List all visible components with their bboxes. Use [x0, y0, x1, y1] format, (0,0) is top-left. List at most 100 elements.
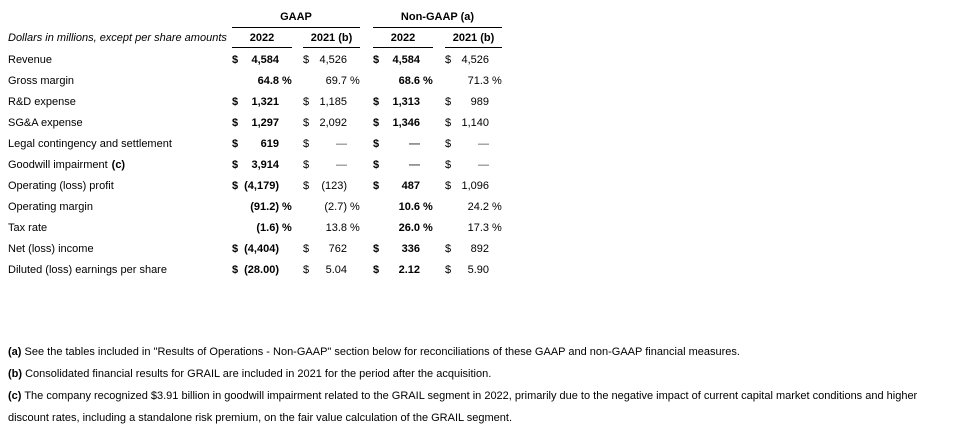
value-cell-nongaap-2021: 17.3% [445, 218, 502, 239]
amount: 4,526 [319, 54, 347, 66]
currency-symbol: $ [445, 54, 452, 66]
table-row: Net (loss) income $ (4,404) $762 $336 $89… [8, 239, 502, 260]
amount: 4,584 [392, 54, 420, 66]
amount: 4,584 [251, 54, 279, 66]
footnote-c: (c) The company recognized $3.91 billion… [8, 385, 943, 407]
column-gap [292, 113, 303, 134]
row-label-text: R&D expense [8, 96, 76, 108]
percent-sign [279, 92, 292, 113]
value-cell-nongaap-2022: 26.0% [373, 218, 433, 239]
column-gap [360, 239, 373, 260]
value-cell-gaap-2022: (1.6)% [232, 218, 292, 239]
percent-sign [279, 113, 292, 134]
footnote-b: (b) Consolidated financial results for G… [8, 363, 943, 385]
currency-symbol: $ [373, 54, 380, 66]
row-label: Diluted (loss) earnings per share [8, 260, 232, 281]
column-gap [433, 176, 445, 197]
column-gap [360, 260, 373, 281]
percent-sign [489, 176, 502, 197]
amount: 619 [260, 138, 279, 150]
column-gap [360, 197, 373, 218]
percent-sign [420, 50, 433, 71]
amount: 1,321 [251, 96, 279, 108]
value-cell-nongaap-2022: $1,346 [373, 113, 433, 134]
percent-sign [347, 260, 360, 281]
column-gap [292, 134, 303, 155]
table-row: R&D expense $1,321 $1,185 $1,313 $989 [8, 92, 502, 113]
column-gap [433, 260, 445, 281]
value-cell-nongaap-2022: 10.6% [373, 197, 433, 218]
currency-symbol: $ [373, 243, 380, 255]
amount: 4,526 [461, 54, 489, 66]
column-gap [433, 113, 445, 134]
group-header-row: GAAP Non-GAAP (a) [8, 10, 502, 28]
col-header-nongaap-2022: 2022 [373, 31, 433, 48]
percent-sign [347, 113, 360, 134]
amount: 487 [401, 180, 420, 192]
currency-symbol: $ [445, 264, 452, 276]
row-label-text: Diluted (loss) earnings per share [8, 264, 167, 276]
percent-sign [420, 113, 433, 134]
currency-symbol: $ [232, 138, 239, 150]
value-cell-gaap-2021: $4,526 [303, 50, 360, 71]
value-cell-gaap-2021: $ (123) [303, 176, 360, 197]
table-row: Gross margin 64.8% 69.7% 68.6% 71.3% [8, 71, 502, 92]
value-cell-nongaap-2022: 68.6% [373, 71, 433, 92]
value-cell-gaap-2021: $2,092 [303, 113, 360, 134]
value-cell-nongaap-2022: $336 [373, 239, 433, 260]
amount: 24.2 [467, 201, 489, 213]
col-header-gaap-2022: 2022 [232, 31, 292, 48]
value-cell-gaap-2021: $1,185 [303, 92, 360, 113]
value-cell-gaap-2022: $ (4,179) [232, 176, 292, 197]
amount: 762 [328, 243, 347, 255]
currency-symbol: $ [232, 54, 239, 66]
row-label: Tax rate [8, 218, 232, 239]
column-gap [360, 134, 373, 155]
value-cell-gaap-2022: $1,321 [232, 92, 292, 113]
amount: — [336, 159, 347, 171]
value-cell-gaap-2022: $ (28.00) [232, 260, 292, 281]
footnote-c-text-line1: The company recognized $3.91 billion in … [24, 390, 918, 402]
value-cell-nongaap-2022: $2.12 [373, 260, 433, 281]
currency-symbol: $ [232, 117, 239, 129]
footnote-a-text: See the tables included in "Results of O… [24, 346, 740, 358]
footnote-c-marker: (c) [8, 390, 22, 402]
percent-sign [279, 260, 292, 281]
value-cell-nongaap-2021: $5.90 [445, 260, 502, 281]
percent-sign [489, 50, 502, 71]
column-gap [433, 218, 445, 239]
value-cell-nongaap-2021: 24.2% [445, 197, 502, 218]
amount: (4,179) [244, 180, 279, 192]
value-cell-gaap-2021: $762 [303, 239, 360, 260]
currency-symbol: $ [373, 264, 380, 276]
amount: (91.2) [250, 201, 279, 213]
currency-symbol: $ [303, 54, 310, 66]
footnote-c-text-line2: discount rates, including a standalone r… [8, 412, 513, 424]
currency-symbol: $ [445, 96, 452, 108]
currency-symbol: $ [373, 138, 380, 150]
percent-sign [347, 239, 360, 260]
value-cell-nongaap-2022: $4,584 [373, 50, 433, 71]
value-cell-nongaap-2021: $1,140 [445, 113, 502, 134]
percent-sign [420, 155, 433, 176]
percent-sign [347, 134, 360, 155]
amount: 5.04 [325, 264, 347, 276]
percent-sign [489, 155, 502, 176]
column-gap [360, 155, 373, 176]
percent-sign [489, 239, 502, 260]
amount: 1,185 [319, 96, 347, 108]
currency-symbol: $ [303, 264, 310, 276]
value-cell-nongaap-2022: $ — [373, 155, 433, 176]
amount: 1,313 [392, 96, 420, 108]
value-cell-nongaap-2021: $892 [445, 239, 502, 260]
currency-symbol: $ [445, 138, 452, 150]
value-cell-gaap-2021: (2.7)% [303, 197, 360, 218]
row-label-text: Tax rate [8, 222, 48, 234]
amount: 13.8 [325, 222, 347, 234]
table-row: Operating margin (91.2)% (2.7)% 10.6% 24… [8, 197, 502, 218]
percent-sign [489, 260, 502, 281]
amount: — [409, 159, 420, 171]
value-cell-gaap-2021: $ — [303, 155, 360, 176]
currency-symbol: $ [303, 117, 310, 129]
column-gap [292, 71, 303, 92]
